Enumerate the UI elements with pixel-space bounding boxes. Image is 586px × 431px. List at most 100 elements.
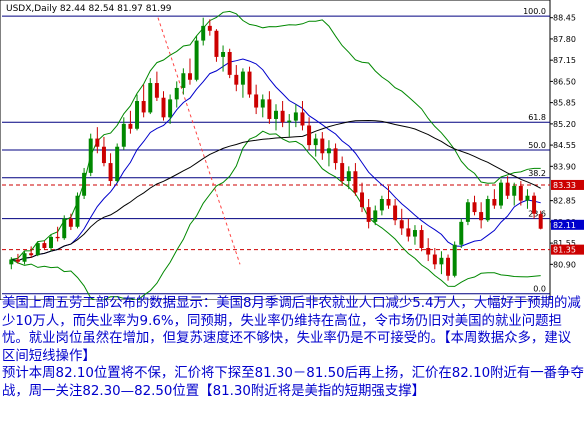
candle-body-30	[207, 25, 212, 31]
candle-body-51	[346, 171, 351, 182]
candle-body-10	[75, 195, 80, 227]
bollinger-upper	[11, 10, 541, 260]
candle-body-11	[82, 172, 87, 196]
price-tag-2	[551, 244, 584, 255]
candle-body-29	[201, 25, 206, 41]
ma-short-line	[11, 58, 541, 262]
commentary-paragraph-2: 预计本周82.10位置将不保，汇价将下探至81.30－81.50后再上扬，汇价在…	[2, 366, 584, 399]
y-tick-label-8: 82.85	[553, 197, 576, 206]
candle-body-45	[307, 125, 312, 146]
trend-line	[157, 17, 241, 265]
candle-body-47	[320, 138, 325, 154]
candle-body-54	[366, 207, 371, 222]
candle-body-78	[525, 195, 530, 201]
candle-body-15	[108, 163, 113, 182]
candle-body-73	[492, 199, 497, 206]
fib-label-4: 23.6	[528, 210, 546, 219]
candle-body-8	[62, 218, 67, 239]
candle-body-49	[333, 148, 338, 164]
candle-body-27	[187, 73, 192, 80]
y-tick-label-0: 88.45	[553, 14, 576, 23]
candle-body-26	[181, 73, 186, 88]
candle-body-67	[452, 244, 457, 276]
candle-body-0	[9, 259, 14, 265]
candle-body-24	[168, 99, 173, 118]
price-tag-label-1: 82.11	[553, 221, 576, 230]
candle-body-16	[115, 146, 120, 182]
y-tick-label-3: 86.50	[553, 77, 576, 86]
candle-body-2	[22, 253, 27, 262]
candle-body-65	[439, 257, 444, 265]
candle-body-6	[49, 236, 53, 248]
candle-body-79	[532, 195, 537, 214]
candle-body-48	[326, 148, 331, 154]
candle-body-71	[479, 212, 484, 221]
candle-body-56	[379, 199, 384, 211]
candle-body-66	[446, 257, 451, 276]
candle-body-37	[254, 94, 259, 108]
candle-body-53	[360, 192, 365, 208]
candle-body-44	[300, 112, 305, 126]
candle-body-70	[472, 202, 477, 213]
y-tick-label-11: 80.90	[553, 260, 576, 269]
candle-body-19	[135, 101, 140, 129]
candle-body-31	[214, 30, 219, 57]
candle-body-74	[499, 182, 503, 206]
y-tick-label-5: 85.20	[553, 120, 576, 129]
commentary: 美国上周五劳工部公布的数据显示：美国8月季调后非农就业人口减少5.4万人，大幅好…	[2, 295, 584, 429]
candle-body-72	[485, 199, 490, 221]
ma-long-line	[11, 119, 541, 262]
fib-label-2: 50.0	[528, 141, 546, 150]
candle-body-18	[128, 123, 133, 129]
candle-body-77	[518, 185, 523, 201]
candle-body-20	[141, 101, 146, 113]
candle-body-39	[267, 99, 272, 119]
candle-body-34	[234, 74, 239, 85]
commentary-paragraph-1: 美国上周五劳工部公布的数据显示：美国8月季调后非农就业人口减少5.4万人，大幅好…	[2, 296, 581, 364]
chart-svg: 100.0 61.8 50.0 38.2 23.6 0.0 88.45 87.80 87.15…	[0, 0, 584, 302]
fib-label-3: 38.2	[528, 169, 546, 178]
candle-body-4	[35, 243, 40, 256]
candle-body-22	[154, 83, 159, 98]
candle-body-52	[353, 171, 358, 193]
candle-body-55	[373, 210, 378, 222]
candle-body-9	[68, 218, 73, 227]
candle-body-40	[274, 110, 278, 119]
candle-body-50	[340, 163, 345, 182]
price-chart: 100.0 61.8 50.0 38.2 23.6 0.0 88.45 87.80 87.15…	[0, 0, 584, 302]
candle-body-12	[88, 138, 93, 173]
candle-body-63	[426, 248, 431, 255]
candle-body-38	[260, 99, 265, 108]
candle-body-7	[55, 236, 60, 239]
candle-body-17	[121, 123, 126, 147]
y-tick-label-2: 87.15	[553, 56, 576, 65]
candle-body-14	[101, 146, 106, 164]
candle-body-46	[313, 138, 318, 146]
candle-body-60	[406, 228, 411, 237]
candle-body-58	[393, 205, 398, 221]
fib-label-0: 100.0	[523, 7, 546, 16]
price-tag-label-2: 81.35	[553, 246, 576, 255]
candle-body-25	[174, 87, 179, 100]
candle-body-36	[247, 71, 252, 95]
candle-body-1	[15, 259, 20, 262]
fib-label-5: 0.0	[533, 285, 546, 294]
fib-label-1: 61.8	[528, 113, 546, 122]
candle-body-13	[95, 138, 100, 147]
candle-body-33	[227, 52, 232, 75]
candle-body-80	[538, 214, 543, 229]
candle-body-62	[419, 230, 424, 248]
candle-body-5	[42, 243, 47, 248]
candle-body-43	[293, 112, 298, 121]
candle-body-28	[194, 40, 199, 80]
candle-body-35	[240, 71, 245, 85]
price-tag-label-0: 83.33	[553, 181, 576, 190]
price-tag-1	[551, 219, 584, 230]
y-tick-label-4: 85.85	[553, 99, 576, 108]
candle-body-75	[505, 182, 510, 196]
candle-body-21	[148, 83, 153, 113]
y-tick-label-6: 84.55	[553, 141, 576, 150]
y-tick-label-1: 87.80	[553, 35, 576, 44]
candle-body-32	[221, 52, 226, 57]
candle-body-3	[29, 253, 34, 256]
